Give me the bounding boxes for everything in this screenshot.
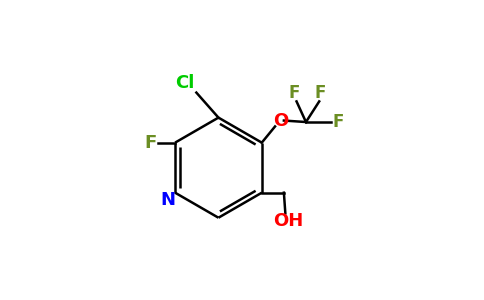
Text: F: F xyxy=(288,85,300,103)
Text: OH: OH xyxy=(273,212,303,230)
Text: O: O xyxy=(272,112,288,130)
Text: N: N xyxy=(160,191,175,209)
Text: Cl: Cl xyxy=(175,74,194,92)
Text: F: F xyxy=(145,134,157,152)
Text: F: F xyxy=(315,85,326,103)
Text: F: F xyxy=(333,113,344,131)
